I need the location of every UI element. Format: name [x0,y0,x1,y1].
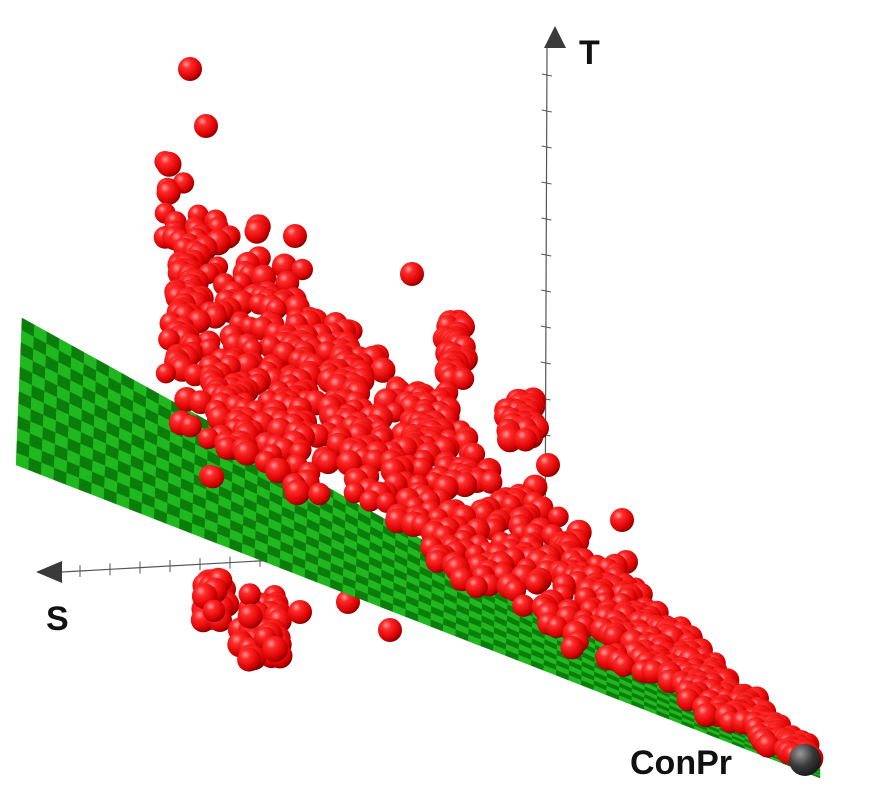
scatter-point [370,357,396,383]
scatter-point [156,180,181,205]
t-axis-tick [541,145,552,149]
scatter-point [201,465,225,489]
scatter-point [291,258,313,281]
scatter-point [178,57,202,81]
scatter-point [755,733,780,758]
scatter-point [694,702,719,728]
t-axis-tick [540,325,552,329]
scatter-point [237,603,263,629]
scatter-point [284,479,311,506]
scatter-point [465,575,488,598]
scatter-point [451,367,475,390]
scatter-point [378,618,402,642]
scatter-point [452,472,478,498]
scatter-point [244,219,270,244]
scatter-point [547,506,569,528]
scatter-point [610,508,634,532]
scatter-point [155,363,176,384]
t-axis-tick [540,289,552,293]
t-axis-tick [540,361,551,365]
conpr-axis-arrow [789,744,821,776]
scatter-point [179,414,202,438]
scatter-point [194,114,218,138]
scatter-point [202,599,226,622]
scatter-point [316,450,340,475]
scatter-point [215,436,239,460]
scatter-point [536,453,560,477]
scatter-point [359,490,381,512]
scatter-point [283,224,307,248]
scatter-point [288,600,312,624]
scatter-point [265,457,291,484]
s-axis-arrow [36,561,62,583]
scatter-point [545,616,568,638]
scatter-point [234,440,260,466]
scatter-point [343,482,365,504]
t-axis-tick [541,73,552,77]
scatter-point [308,482,331,506]
t-axis-arrow [544,26,566,48]
t-axis-tick [541,181,552,185]
scatter-point [237,647,262,672]
scatter-point [156,151,182,177]
t-axis-label: T [579,34,600,72]
scatter-point [410,457,433,480]
t-axis-tick [541,109,552,113]
t-axis-tick [541,217,552,221]
t-axis-tick [541,253,552,257]
scatter-point [603,625,626,648]
points-in-front-of-plane [153,57,824,772]
scatter-point [512,594,535,617]
scatter-point [525,572,547,594]
scatter-point [560,635,585,660]
scatter-point [513,427,538,452]
scatter-point [400,262,424,286]
scatter-point [197,427,220,450]
scatter-point [238,583,261,606]
s-axis-label: S [46,600,69,638]
scatter-point [612,654,635,677]
scatter-point [479,470,503,494]
conpr-axis [789,744,821,776]
conpr-axis-label: ConPr [630,744,732,782]
scatter-point [262,635,288,662]
